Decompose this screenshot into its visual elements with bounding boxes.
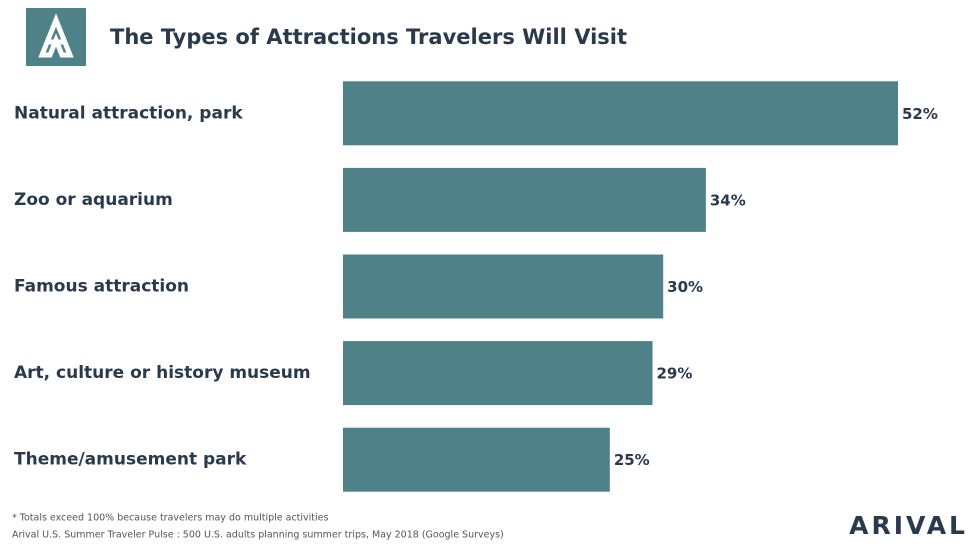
category-label: Natural attraction, park: [14, 103, 243, 123]
bar: [343, 81, 898, 146]
footnote: * Totals exceed 100% because travelers m…: [12, 513, 329, 524]
logo: [26, 8, 86, 66]
category-label: Famous attraction: [14, 277, 189, 297]
logo-mark: [38, 13, 74, 58]
category-label: Theme/amusement park: [14, 450, 247, 470]
category-label: Art, culture or history museum: [14, 363, 311, 383]
value-label: 30%: [667, 278, 703, 296]
bar: [343, 167, 706, 232]
source-note: Arival U.S. Summer Traveler Pulse : 500 …: [12, 530, 504, 541]
value-label: 29%: [657, 365, 693, 383]
value-label: 25%: [614, 451, 650, 469]
value-label: 52%: [902, 105, 938, 123]
brand: ARIVAL: [849, 511, 968, 540]
bar: [343, 254, 664, 319]
bar: [343, 427, 610, 492]
value-label: 34%: [710, 191, 746, 209]
bar: [343, 341, 653, 406]
category-label: Zoo or aquarium: [14, 190, 173, 210]
chart-title: The Types of Attractions Travelers Will …: [110, 25, 627, 49]
